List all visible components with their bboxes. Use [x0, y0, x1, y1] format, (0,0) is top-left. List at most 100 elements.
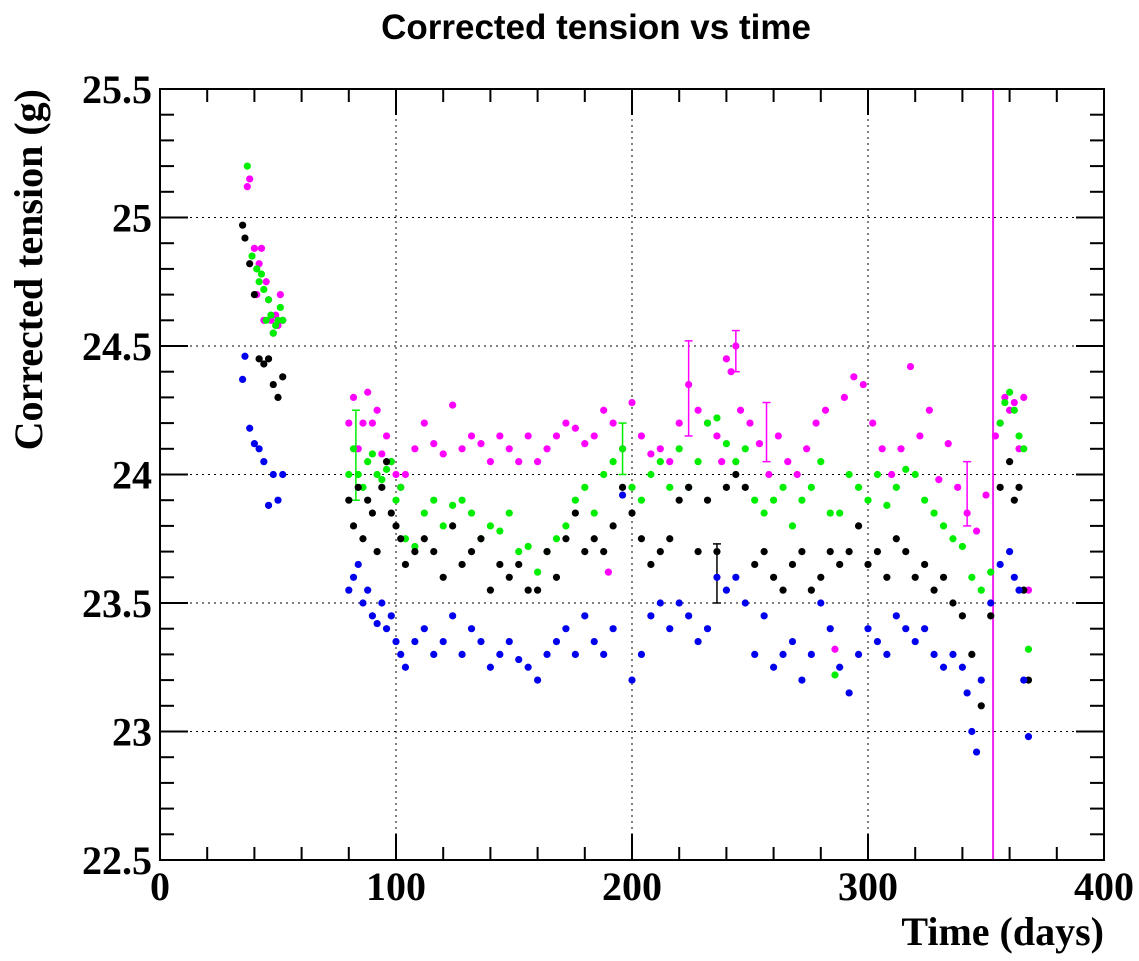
- data-point: [269, 380, 277, 389]
- data-point: [243, 162, 251, 170]
- data-point: [770, 573, 778, 581]
- data-point: [260, 360, 268, 368]
- error-bar-layer: [351, 329, 972, 604]
- data-point: [397, 483, 405, 491]
- data-point: [996, 483, 1004, 491]
- data-point: [543, 548, 551, 556]
- data-point: [755, 440, 764, 448]
- data-point: [552, 535, 561, 543]
- ticks: [159, 88, 1105, 861]
- data-point: [276, 303, 284, 312]
- data-point: [562, 522, 570, 530]
- data-point: [267, 311, 275, 319]
- data-point: [373, 548, 381, 556]
- data-point: [264, 501, 273, 509]
- data-point: [524, 542, 532, 551]
- data-point: [590, 637, 598, 646]
- data-point: [647, 560, 655, 569]
- y-tick-label: 22.5: [82, 838, 152, 883]
- data-point: [892, 535, 900, 543]
- data-point: [1020, 393, 1028, 401]
- data-point: [581, 548, 589, 556]
- data-point: [486, 586, 494, 594]
- data-point: [420, 625, 428, 633]
- data-point: [722, 355, 731, 363]
- data-point: [732, 573, 740, 581]
- data-point: [703, 496, 712, 504]
- data-point: [760, 548, 768, 556]
- data-point: [1015, 586, 1023, 594]
- data-point: [637, 496, 646, 504]
- data-point: [694, 548, 702, 556]
- data-point: [411, 445, 419, 453]
- data-point: [600, 548, 608, 556]
- data-point: [784, 458, 792, 466]
- data-point: [798, 496, 806, 504]
- data-point: [257, 270, 266, 278]
- data-point: [736, 406, 745, 414]
- data-point: [840, 393, 849, 401]
- data-point: [987, 599, 995, 607]
- data-point: [977, 586, 985, 594]
- data-point: [449, 522, 457, 530]
- data-point: [253, 265, 261, 273]
- data-point: [812, 419, 820, 427]
- data-point: [751, 650, 759, 659]
- data-point: [883, 650, 891, 659]
- data-point: [656, 445, 664, 453]
- data-point: [439, 522, 447, 530]
- data-point: [467, 548, 476, 556]
- data-point: [779, 483, 787, 491]
- data-point: [552, 637, 561, 646]
- data-point: [279, 316, 287, 324]
- data-point: [770, 663, 778, 671]
- data-point: [458, 650, 466, 659]
- data-point: [826, 548, 834, 556]
- data-point: [685, 380, 693, 389]
- data-point: [1006, 458, 1014, 466]
- data-point: [647, 470, 655, 479]
- data-point: [628, 509, 636, 517]
- data-point: [977, 676, 985, 684]
- data-point: [467, 432, 476, 440]
- x-tick-label: 100: [366, 864, 426, 909]
- data-point: [944, 440, 952, 448]
- data-point: [392, 522, 400, 530]
- x-tick-label: 300: [838, 864, 898, 909]
- data-point: [656, 458, 664, 466]
- data-point: [779, 586, 787, 594]
- data-point: [703, 419, 712, 427]
- data-point: [368, 419, 376, 427]
- data-point: [798, 548, 806, 556]
- data-point: [921, 560, 929, 569]
- x-tick-label: 400: [1074, 864, 1134, 909]
- data-point: [349, 573, 358, 581]
- data-point: [1015, 483, 1023, 491]
- data-point: [817, 458, 825, 466]
- data-point: [364, 586, 372, 594]
- data-point: [751, 560, 759, 569]
- data-point: [675, 419, 683, 427]
- data-point: [496, 432, 504, 440]
- data-point: [741, 445, 749, 453]
- data-point: [666, 458, 674, 466]
- data-point: [685, 612, 693, 620]
- data-point: [590, 509, 598, 517]
- x-axis-label: Time (days): [901, 909, 1104, 954]
- data-point: [430, 548, 438, 556]
- data-point: [279, 373, 287, 381]
- data-point: [845, 689, 853, 697]
- data-point: [543, 650, 551, 659]
- data-point: [713, 548, 721, 556]
- data-point: [345, 496, 353, 504]
- data-point: [552, 573, 561, 581]
- data-point: [831, 671, 839, 679]
- data-point: [420, 509, 428, 517]
- data-point: [675, 599, 683, 607]
- data-point: [930, 586, 938, 594]
- data-point: [260, 285, 268, 294]
- data-point: [883, 573, 891, 581]
- data-point: [628, 398, 636, 407]
- data-point: [963, 689, 971, 697]
